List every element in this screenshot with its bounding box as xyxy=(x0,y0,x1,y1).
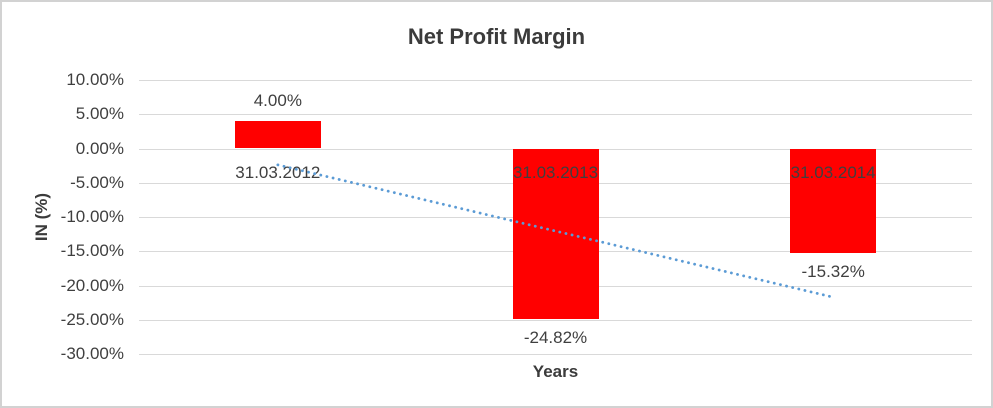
y-tick-label: -20.00% xyxy=(60,275,124,295)
data-label: -15.32% xyxy=(801,262,865,282)
gridline xyxy=(139,80,972,81)
bar-31.03.2012 xyxy=(234,121,321,149)
y-tick-label: -30.00% xyxy=(60,344,124,363)
y-axis-tick-labels: 10.00% 5.00% 0.00% -5.00% -10.00% -15.00% -20.… xyxy=(2,70,124,363)
gridline xyxy=(139,319,972,321)
trendline xyxy=(276,163,835,299)
bar-31.03.2014 xyxy=(790,148,877,254)
y-tick-label: 0.00% xyxy=(75,138,124,158)
y-tick-label: 10.00% xyxy=(66,70,124,89)
category-label: 31.03.2013 xyxy=(512,162,599,182)
y-tick-label: -25.00% xyxy=(60,309,124,329)
y-tick-label: 5.00% xyxy=(75,104,124,124)
y-tick-label: -15.00% xyxy=(60,241,124,261)
gridline xyxy=(139,114,972,116)
y-tick-label: -5.00% xyxy=(70,172,124,192)
data-label: -24.82% xyxy=(523,327,588,347)
category-label: 31.03.2014 xyxy=(790,162,876,182)
chart-title: Net Profit Margin xyxy=(407,24,586,49)
data-label: 4.00% xyxy=(253,91,302,111)
bar-31.03.2013 xyxy=(512,148,599,319)
y-tick-label: -10.00% xyxy=(60,207,124,226)
gridline xyxy=(139,354,972,355)
x-axis-title: Years xyxy=(532,362,579,381)
category-label: 31.03.2012 xyxy=(235,162,321,182)
plot-area: 31.03.2012 4.00% 31.03.2013 -24.82% 31.03.20… xyxy=(139,80,972,355)
